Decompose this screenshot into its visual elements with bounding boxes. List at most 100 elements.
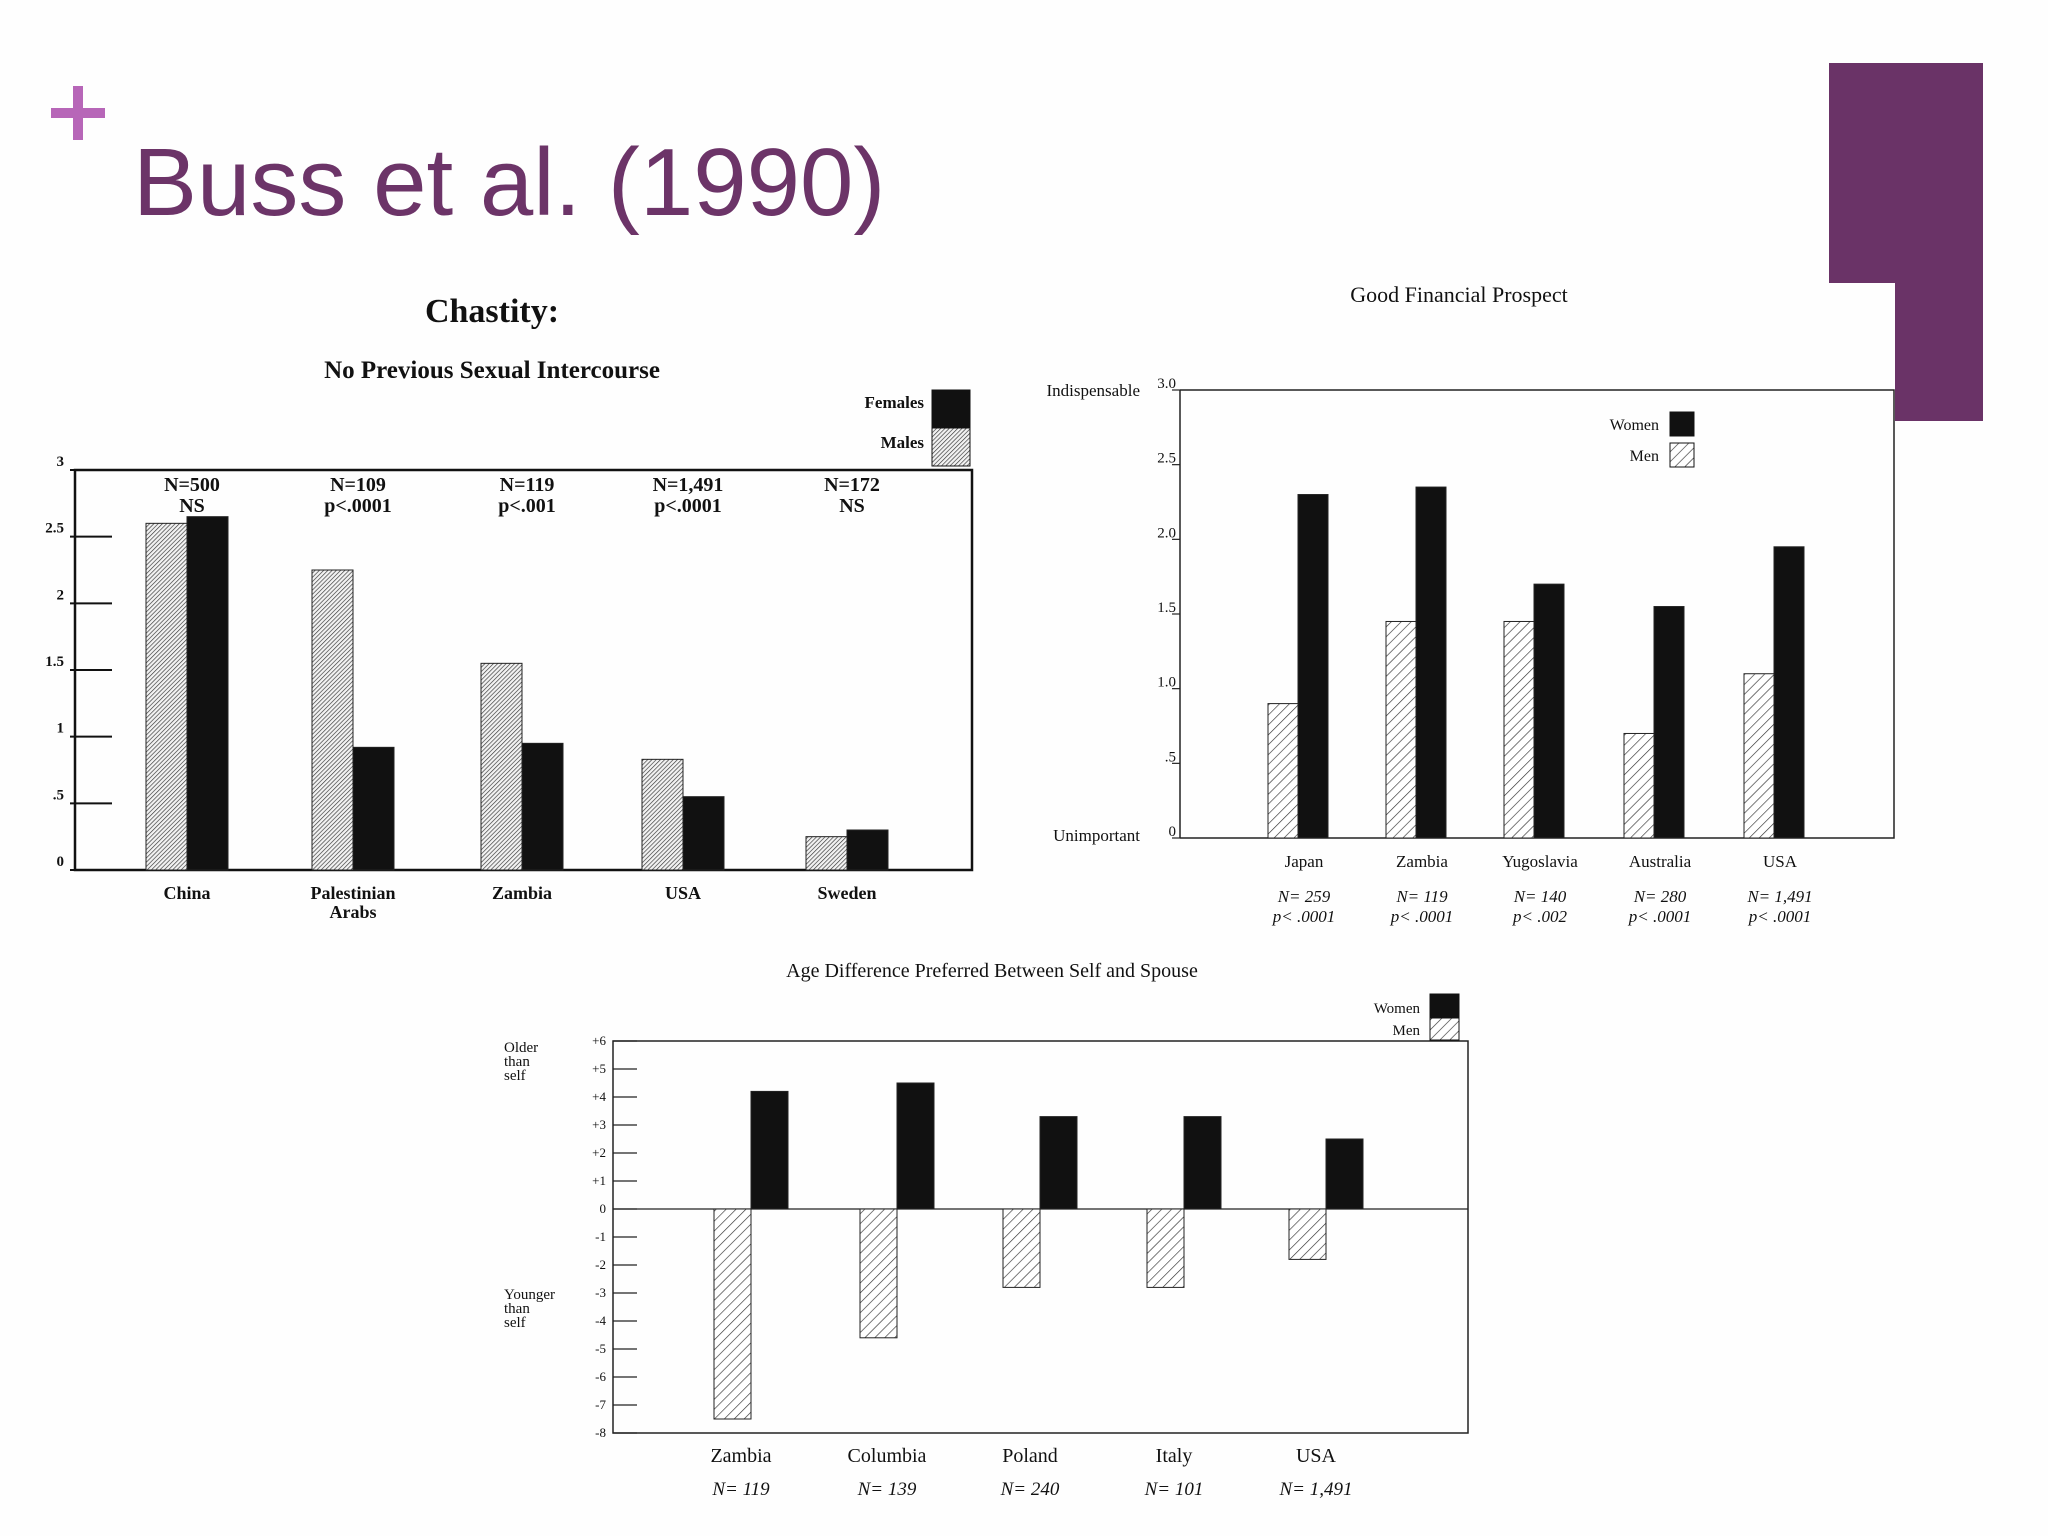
- y-tick-label: 2.0: [1157, 525, 1176, 541]
- bar-annotation: N= 280: [1633, 887, 1687, 906]
- chart-title: Chastity:: [425, 293, 559, 330]
- y-bottom-label: Younger: [504, 1287, 555, 1303]
- y-bottom-label: than: [504, 1301, 530, 1317]
- bar-females-usa: [682, 796, 725, 871]
- bar-males-usa: [641, 758, 684, 871]
- x-tick-label: USA: [665, 883, 701, 903]
- y-tick-label: 1.5: [45, 654, 64, 670]
- bar-men-japan: [1267, 703, 1299, 839]
- legend-label-women: Women: [1610, 417, 1659, 434]
- y-tick-label: 2.5: [45, 521, 64, 537]
- y-tick-label: 2.5: [1157, 451, 1176, 467]
- bar-males-zambia: [480, 662, 523, 871]
- age-difference-chart: Age Difference Preferred Between Self an…: [504, 960, 1469, 1500]
- y-tick-label: 0: [1169, 824, 1177, 840]
- x-tick-label: China: [163, 883, 210, 903]
- y-tick-label: +5: [592, 1061, 606, 1076]
- bar-males-sweden: [805, 836, 848, 871]
- bar-annotation: p< .0001: [1748, 907, 1811, 926]
- bar-men-italy: [1146, 1208, 1185, 1288]
- bar-men-poland: [1002, 1208, 1041, 1288]
- bar-annotation: N= 240: [1000, 1479, 1060, 1500]
- bar-annotation: N= 259: [1277, 887, 1331, 906]
- x-tick-label: Italy: [1156, 1445, 1193, 1467]
- bar-men-zambia: [713, 1208, 752, 1420]
- y-tick-label: -2: [595, 1257, 606, 1272]
- chart-subtitle: No Previous Sexual Intercourse: [324, 357, 660, 384]
- bar-annotation: p<.0001: [324, 495, 392, 517]
- bar-annotation: p< .0001: [1390, 907, 1453, 926]
- bar-women-columbia: [896, 1082, 935, 1210]
- bar-annotation: NS: [179, 495, 205, 517]
- y-bottom-label: Unimportant: [1053, 826, 1140, 845]
- bar-men-usa: [1288, 1208, 1327, 1260]
- bar-women-yugoslavia: [1533, 583, 1565, 839]
- x-tick-label: Sweden: [817, 883, 876, 903]
- y-tick-label: .5: [53, 787, 64, 803]
- bar-annotation: p< .0001: [1272, 907, 1335, 926]
- bar-annotation: N=1,491: [653, 474, 724, 496]
- bar-annotation: p< .002: [1512, 907, 1567, 926]
- bar-women-zambia: [750, 1090, 789, 1210]
- bar-annotation: NS: [839, 495, 865, 517]
- x-tick-label: Zambia: [1396, 852, 1448, 871]
- y-tick-label: -8: [595, 1425, 606, 1440]
- y-tick-label: 3: [57, 454, 65, 470]
- y-tick-label: +2: [592, 1145, 606, 1160]
- bar-women-australia: [1653, 606, 1685, 839]
- y-tick-label: +3: [592, 1117, 606, 1132]
- x-tick-label: Palestinian: [310, 883, 395, 903]
- bar-women-japan: [1297, 494, 1329, 839]
- y-top-label: than: [504, 1054, 530, 1070]
- legend-label-men: Men: [1393, 1023, 1421, 1039]
- legend-label-females: Females: [865, 393, 925, 412]
- legend-swatch-men: [1429, 1017, 1460, 1041]
- bar-men-usa: [1743, 673, 1775, 839]
- legend-swatch-women: [1429, 993, 1460, 1019]
- x-tick-label: USA: [1296, 1445, 1337, 1467]
- legend-swatch-women: [1669, 411, 1695, 437]
- bar-women-zambia: [1415, 486, 1447, 839]
- y-tick-label: -4: [595, 1313, 606, 1328]
- chastity-chart: Chastity: No Previous Sexual Intercourse 0…: [45, 293, 974, 922]
- y-tick-label: -6: [595, 1369, 606, 1384]
- bar-females-china: [186, 516, 229, 871]
- bar-women-usa: [1325, 1138, 1364, 1210]
- legend-swatch-females: [931, 389, 971, 429]
- bar-women-usa: [1773, 546, 1805, 839]
- y-tick-label: -5: [595, 1341, 606, 1356]
- y-top-label: self: [504, 1068, 526, 1084]
- bar-annotation: p< .0001: [1628, 907, 1691, 926]
- legend-label-women: Women: [1374, 1001, 1421, 1017]
- financial-prospect-chart: Good Financial Prospect 0 .5 1.0 1.5 2.0 2.5 3.…: [1047, 282, 1895, 926]
- bar-annotation: N= 140: [1513, 887, 1567, 906]
- x-tick-label: Columbia: [848, 1445, 927, 1467]
- bar-annotation: p<.0001: [654, 495, 722, 517]
- bar-women-poland: [1039, 1116, 1078, 1210]
- y-tick-label: 3.0: [1157, 376, 1176, 392]
- legend-label-males: Males: [881, 433, 925, 452]
- bar-females-palestinian-arabs: [352, 746, 395, 871]
- y-top-label: Older: [504, 1040, 538, 1056]
- bar-men-australia: [1623, 732, 1655, 839]
- bar-women-italy: [1183, 1116, 1222, 1210]
- x-tick-label: Japan: [1285, 852, 1324, 871]
- bar-females-zambia: [521, 742, 564, 871]
- y-tick-label: 0: [57, 854, 65, 870]
- bar-annotation: N= 119: [711, 1479, 770, 1500]
- bar-males-china: [145, 522, 188, 871]
- legend-label-men: Men: [1630, 448, 1659, 465]
- y-tick-label: -7: [595, 1397, 606, 1412]
- x-tick-label: Yugoslavia: [1502, 852, 1578, 871]
- bar-annotation: N= 139: [857, 1479, 917, 1500]
- y-tick-label: 1.0: [1157, 675, 1176, 691]
- y-top-label: Indispensable: [1047, 381, 1140, 400]
- x-tick-label: Zambia: [492, 883, 552, 903]
- y-bottom-label: self: [504, 1315, 526, 1331]
- y-tick-label: -3: [595, 1285, 606, 1300]
- bar-annotation: N=500: [164, 474, 220, 496]
- bar-annotation: N= 1,491: [1279, 1479, 1353, 1500]
- bar-males-palestinian-arabs: [311, 569, 354, 871]
- chart-title: Good Financial Prospect: [1350, 282, 1568, 307]
